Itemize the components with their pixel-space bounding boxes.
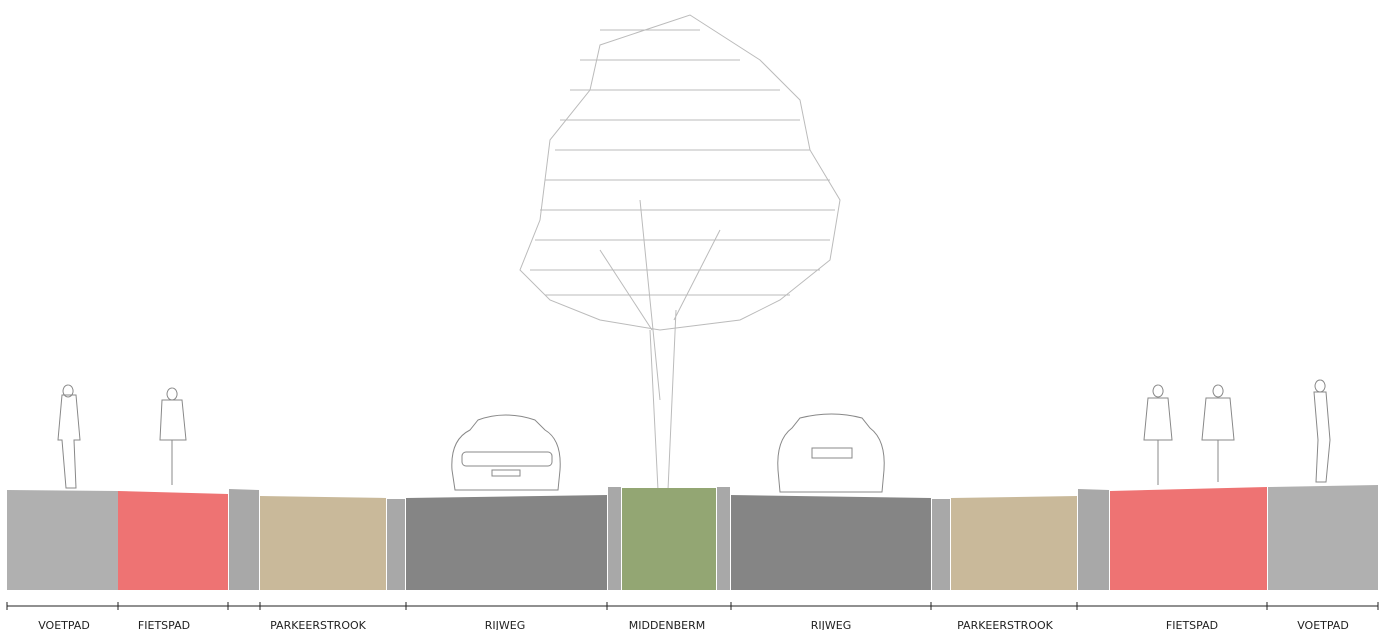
segment-label: PARKEERSTROOK [270,619,367,630]
car-rear [777,413,885,493]
segment-label: FIETSPAD [138,619,190,630]
segment-label: PARKEERSTROOK [957,619,1054,630]
segment-label: MIDDENBERM [629,619,705,630]
surfaces [7,485,1378,590]
segment-label: FIETSPAD [1166,619,1218,630]
segment-label: RIJWEG [485,619,525,630]
segment-label: RIJWEG [811,619,851,630]
dimension-line [6,602,1379,610]
tree [519,14,841,491]
segment-label: VOETPAD [1297,619,1349,630]
car-front [451,414,561,491]
people [57,379,1331,489]
segment-label: VOETPAD [38,619,90,630]
labels: VOETPAD FIETSPAD PARKEERSTROOK RIJWEG MI… [38,619,1349,630]
